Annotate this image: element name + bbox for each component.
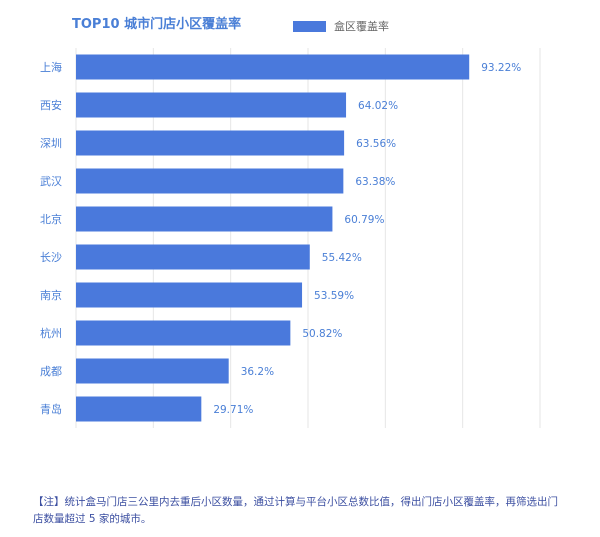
category-label: 深圳 [40, 137, 62, 150]
category-label: 上海 [40, 60, 62, 74]
bar [76, 358, 229, 384]
category-label: 长沙 [40, 251, 62, 264]
data-label: 50.82% [302, 328, 342, 340]
data-label: 53.59% [314, 290, 354, 302]
chart-title: TOP10 城市门店小区覆盖率 [72, 17, 242, 32]
bar [76, 282, 303, 308]
data-label: 29.71% [213, 404, 253, 416]
bar [76, 244, 310, 270]
bar [76, 320, 291, 346]
data-label: 36.2% [241, 366, 274, 378]
bar [76, 206, 333, 232]
data-label: 55.42% [322, 252, 362, 264]
data-label: 60.79% [344, 214, 384, 226]
bar [76, 92, 347, 118]
footnote: 【注】统计盒马门店三公里内去重后小区数量，通过计算与平台小区总数比值，得出门店小… [33, 496, 558, 525]
data-label: 63.38% [355, 176, 395, 188]
category-label: 成都 [40, 365, 62, 378]
legend-swatch [293, 20, 326, 32]
category-label: 武汉 [40, 175, 62, 188]
data-label: 64.02% [358, 100, 398, 112]
legend: 盒区覆盖率 [293, 20, 389, 33]
bar [76, 54, 470, 80]
data-label: 63.56% [356, 138, 396, 150]
bar [76, 396, 202, 422]
category-label: 杭州 [40, 326, 62, 340]
category-label: 南京 [40, 288, 62, 302]
data-label: 93.22% [481, 62, 521, 74]
category-label: 青岛 [40, 402, 62, 416]
category-label: 北京 [40, 212, 62, 226]
category-label: 西安 [40, 98, 62, 112]
bar [76, 168, 344, 194]
bar [76, 130, 345, 156]
legend-label: 盒区覆盖率 [334, 20, 389, 33]
bar-chart: 上海 93.22% 西安 64.02% 深圳 63.56% 武汉 63.38% 北京 60.79%… [40, 48, 541, 428]
